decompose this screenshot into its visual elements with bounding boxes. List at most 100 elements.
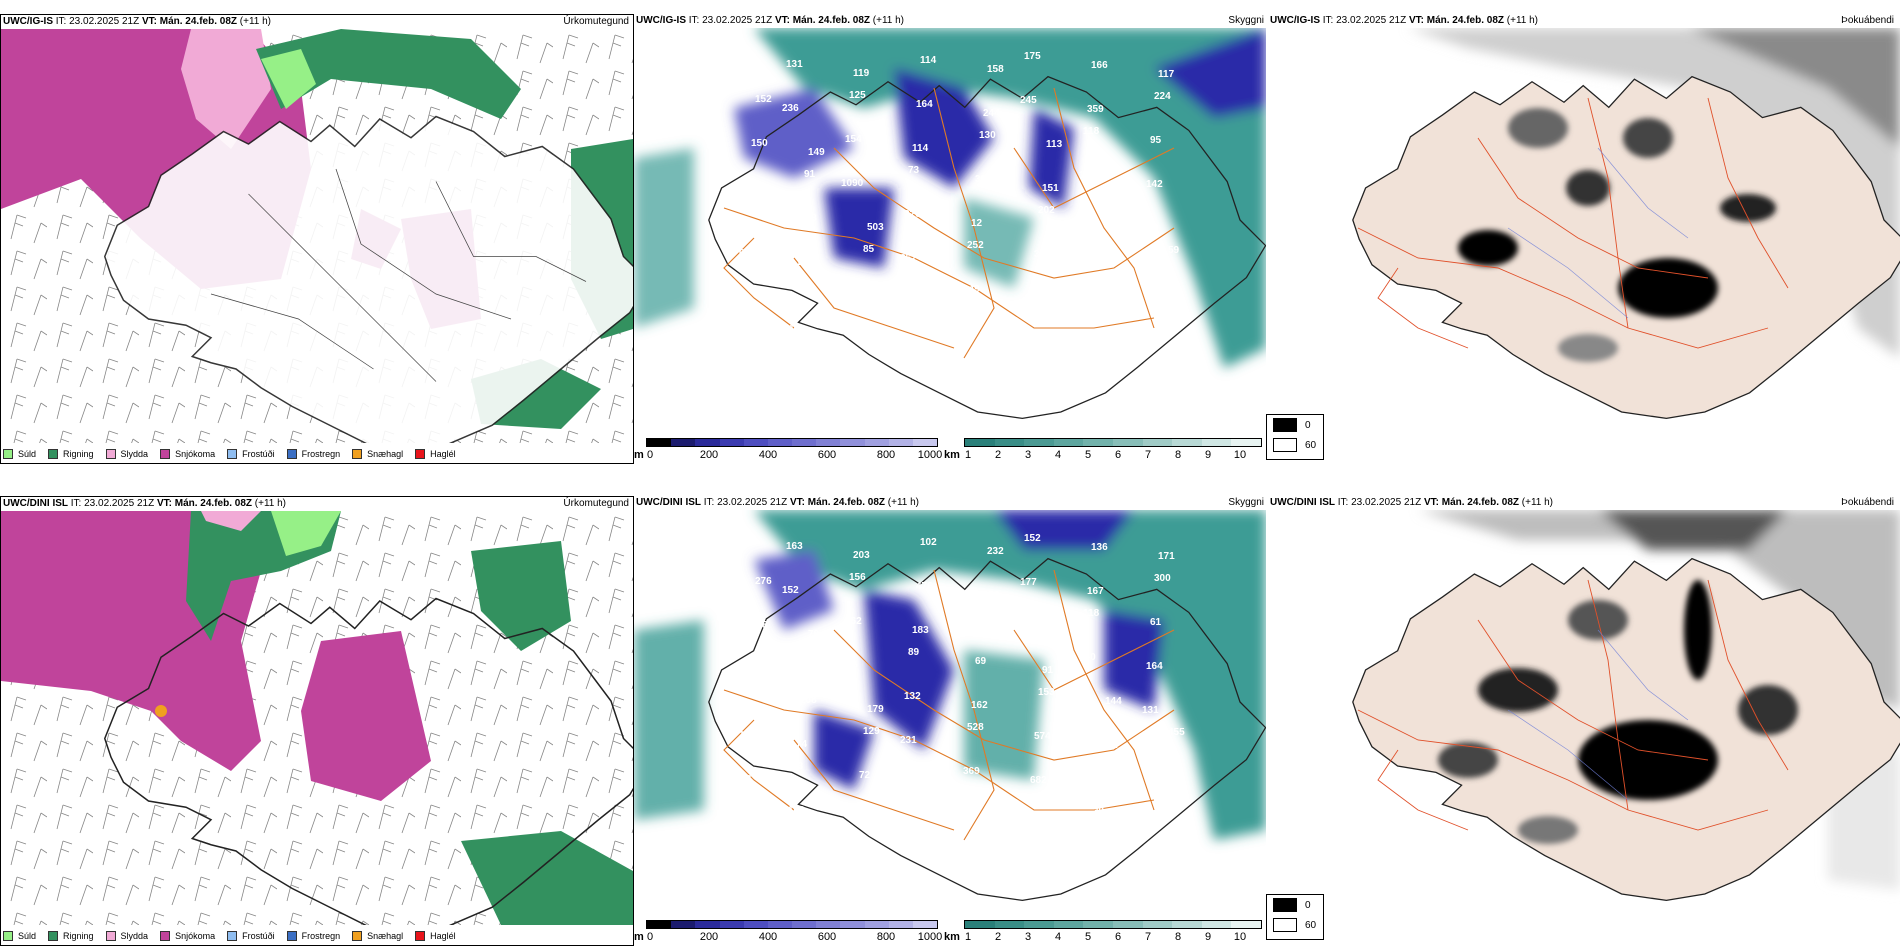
colorbar-segment	[695, 921, 720, 928]
fog-panel-header: UWC/DINI ISL IT: 23.02.2025 21Z VT: Mán.…	[1268, 496, 1900, 510]
colorbar-tick: 8	[1174, 931, 1182, 943]
init-time: 23.02.2025 21Z	[702, 15, 773, 26]
ceiling-label: 130	[979, 130, 996, 141]
cloud-panel-header: UWC/DINI ISL IT: 23.02.2025 21Z VT: Mán.…	[634, 496, 1268, 510]
ceiling-label: 177	[729, 532, 746, 543]
ceiling-label: 455	[1168, 727, 1185, 738]
ceiling-label: 328	[855, 332, 872, 343]
colorbar-segment	[647, 439, 672, 446]
ceiling-label: 142	[1146, 179, 1163, 190]
ceiling-label: 528	[967, 722, 984, 733]
ceiling-label: 21	[959, 328, 971, 339]
colorbar-segment	[1142, 921, 1173, 928]
ceiling-label: 122	[747, 182, 764, 193]
ceiling-label: 300	[1154, 573, 1171, 584]
colorbar-segment	[1231, 921, 1261, 928]
cloud-panel-header: UWC/IG-IS IT: 23.02.2025 21Z VT: Mán. 24…	[634, 14, 1268, 28]
ceiling-label: 158	[987, 64, 1004, 75]
colorbar-segment	[864, 439, 889, 446]
ceiling-label: 61	[739, 248, 751, 259]
colorbar-tick: 600	[817, 449, 837, 461]
ceiling-label: 59	[1168, 245, 1180, 256]
legend-label: Súld	[18, 449, 37, 459]
ceiling-label: 226	[904, 209, 921, 220]
colorbar-segment	[1172, 921, 1202, 928]
fog-swatch-dark	[1273, 898, 1297, 912]
valid-time: Mán. 24.feb. 08Z	[792, 15, 870, 26]
colorbar-tick: 200	[699, 449, 719, 461]
ceiling-label: 73	[908, 165, 920, 176]
fog-legend-label: 60	[1305, 919, 1317, 931]
road-network	[723, 87, 1175, 359]
ceiling-label: 186	[841, 660, 858, 671]
colorbar-unit: km	[944, 449, 960, 461]
ceiling-colorbar: m 0 200 400 600 800 1000	[634, 438, 944, 462]
ceiling-label: 29	[731, 336, 743, 347]
ceiling-label: 302	[1034, 249, 1051, 260]
ceiling-label: 114	[920, 55, 937, 66]
fog-map	[1268, 510, 1900, 910]
it-label: IT:	[1322, 15, 1334, 26]
colorbar-segment	[965, 921, 995, 928]
ceiling-label: 152	[739, 730, 756, 741]
ceiling-label: 150	[751, 138, 768, 149]
colorbar-segment	[1024, 439, 1054, 446]
cloud-map-panel-top: UWC/IG-IS IT: 23.02.2025 21Z VT: Mán. 24…	[634, 14, 1268, 464]
ceiling-label: 164	[1146, 661, 1163, 672]
ceiling-label: 152	[1024, 533, 1041, 544]
ceiling-label: 191	[1105, 214, 1122, 225]
panel-variable-title: Skyggni	[1228, 497, 1264, 508]
fog-panel-header: UWC/IG-IS IT: 23.02.2025 21Z VT: Mán. 24…	[1268, 14, 1900, 28]
it-label: IT:	[70, 498, 82, 509]
ceiling-label: 207	[1046, 621, 1063, 632]
ceiling-label: 65	[926, 779, 938, 790]
ceiling-label: 74	[796, 739, 808, 750]
ceiling-label: 114	[912, 143, 929, 154]
ceiling-label: 164	[1079, 170, 1096, 181]
colorbar-segment	[888, 439, 913, 446]
colorbar-tick: 8	[1174, 449, 1182, 461]
colorbar-segment	[965, 439, 995, 446]
init-time: 23.02.2025 21Z	[1351, 497, 1422, 508]
sleet-area	[181, 29, 271, 149]
ceiling-label: 231	[900, 735, 917, 746]
colorbar-tick: 10	[1233, 931, 1247, 943]
ceiling-label: 203	[853, 550, 870, 561]
ceiling-label: 144	[1105, 696, 1122, 707]
colorbar-unit: m	[634, 449, 644, 461]
model-name: UWC/IG-IS	[1270, 15, 1320, 26]
ceiling-label: 132	[904, 691, 921, 702]
colorbar-tick: 800	[876, 931, 896, 943]
ceiling-label: 163	[786, 541, 803, 552]
colorbar-segment	[816, 439, 841, 446]
colorbar-segment	[888, 921, 913, 928]
ceiling-label: 149	[808, 147, 825, 158]
fog-legend-top: 0 60	[1266, 414, 1324, 460]
legend-label: Haglél	[430, 931, 456, 941]
colorbar-segment	[1112, 921, 1143, 928]
ceiling-label: 175	[1024, 51, 1041, 62]
colorbar-segment	[671, 921, 696, 928]
ceiling-label: 245	[1020, 95, 1037, 106]
fog-swatch-light	[1273, 438, 1297, 452]
legend-label: Haglél	[430, 449, 456, 459]
ceiling-label: 164	[916, 99, 933, 110]
vt-label: VT:	[789, 497, 805, 508]
ceiling-label: 130	[1101, 258, 1118, 269]
ceiling-label: 167	[1087, 586, 1104, 597]
colorbar-segment	[816, 921, 841, 928]
ceiling-label: 152	[782, 585, 799, 596]
ceiling-label: 132	[859, 288, 876, 299]
ceiling-label: 153	[855, 814, 872, 825]
colorbar-segment	[767, 921, 793, 928]
sleet-swatch	[105, 449, 116, 459]
rain-swatch	[48, 449, 59, 459]
legend-label: Snjókoma	[175, 931, 216, 941]
legend-label: Frostúði	[242, 931, 275, 941]
legend-label: Snæhagl	[367, 931, 404, 941]
colorbar-tick: 5	[1084, 449, 1092, 461]
ceiling-label: 69	[975, 656, 987, 667]
ceiling-label: 288	[743, 686, 760, 697]
ceiling-label: 49	[788, 323, 800, 334]
fog-legend-label: 60	[1305, 439, 1317, 451]
